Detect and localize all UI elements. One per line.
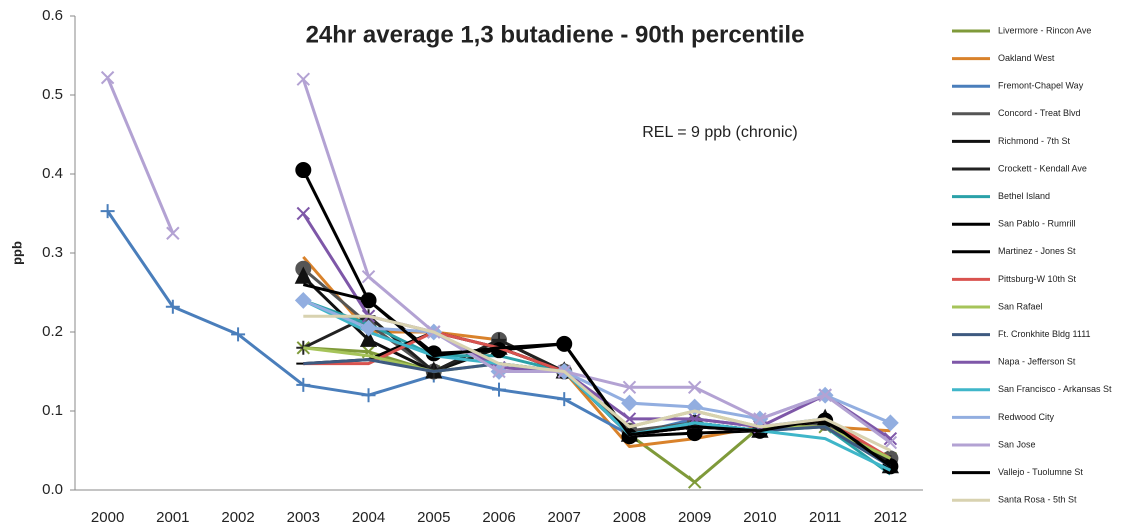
legend-label: Fremont-Chapel Way — [998, 81, 1084, 91]
x-tick-label: 2011 — [809, 509, 841, 526]
legend-label: Vallejo - Tuolumne St — [998, 467, 1083, 477]
point — [100, 70, 115, 85]
x-tick-label: 2007 — [548, 509, 581, 526]
point — [557, 392, 572, 407]
series-line — [106, 77, 892, 444]
legend-label: Oakland West — [998, 53, 1055, 63]
series-line — [303, 314, 892, 452]
x-tick-label: 2000 — [91, 509, 124, 526]
x-tick-label: 2001 — [156, 509, 189, 526]
y-axis-label: ppb — [9, 241, 24, 265]
legend-label: San Rafael — [998, 301, 1043, 311]
x-tick-label: 2002 — [221, 509, 254, 526]
point — [361, 269, 376, 284]
y-tick-label: 0.0 — [42, 481, 63, 498]
legend-label: Napa - Jefferson St — [998, 357, 1076, 367]
point — [100, 204, 115, 219]
point — [296, 72, 311, 86]
x-tick-label: 2004 — [352, 509, 385, 526]
chart-title: 24hr average 1,3 butadiene - 90th percen… — [306, 21, 805, 48]
point — [165, 299, 180, 314]
point — [687, 380, 702, 395]
point — [883, 431, 898, 446]
legend-label: San Pablo - Rumrill — [998, 219, 1076, 229]
point — [231, 327, 246, 342]
x-tick-label: 2006 — [482, 509, 515, 526]
point — [492, 382, 506, 397]
point — [360, 319, 377, 337]
legend-label: San Francisco - Arkansas St — [998, 384, 1112, 394]
legend-label: Redwood City — [998, 412, 1055, 422]
x-tick-label: 2012 — [874, 509, 907, 526]
series-line — [303, 358, 892, 468]
point — [881, 414, 899, 432]
point — [359, 329, 378, 347]
point — [166, 226, 180, 240]
point — [294, 266, 312, 284]
x-tick-label: 2010 — [743, 509, 776, 526]
point — [296, 206, 311, 221]
y-tick-label: 0.2 — [42, 323, 63, 340]
point — [883, 435, 898, 450]
series-line — [302, 299, 892, 472]
legend-label: Pittsburg-W 10th St — [998, 274, 1077, 284]
y-tick-label: 0.1 — [42, 402, 63, 419]
x-tick-label: 2008 — [613, 509, 646, 526]
legend-label: Ft. Cronkhite Bldg 1111 — [998, 329, 1091, 339]
series-line — [303, 346, 892, 484]
point — [492, 364, 506, 379]
legend-label: San Jose — [998, 439, 1036, 449]
point — [296, 377, 311, 392]
legend-label: Crockett - Kendall Ave — [998, 163, 1087, 173]
x-tick-label: 2009 — [678, 509, 711, 526]
x-tick-label: 2005 — [417, 509, 450, 526]
y-tick-label: 0.3 — [42, 244, 63, 261]
x-tick-label: 2003 — [287, 509, 320, 526]
y-tick-label: 0.6 — [42, 7, 63, 24]
legend-label: Livermore - Rincon Ave — [998, 25, 1091, 35]
point — [361, 388, 376, 403]
legend-label: Concord - Treat Blvd — [998, 108, 1081, 118]
legend-label: Martinez - Jones St — [998, 246, 1076, 256]
series-line — [302, 275, 892, 468]
y-tick-label: 0.5 — [42, 86, 63, 103]
point — [622, 380, 637, 395]
point — [687, 475, 702, 489]
y-tick-label: 0.4 — [42, 165, 63, 182]
series-line — [302, 283, 892, 468]
legend-label: Richmond - 7th St — [998, 136, 1071, 146]
point — [753, 412, 767, 426]
point — [818, 388, 832, 402]
legend-label: Bethel Island — [998, 191, 1050, 201]
point — [621, 394, 638, 412]
point — [294, 291, 312, 309]
point — [295, 162, 312, 179]
legend-label: Santa Rosa - 5th St — [998, 495, 1077, 505]
annotation: REL = 9 ppb (chronic) — [642, 124, 797, 141]
